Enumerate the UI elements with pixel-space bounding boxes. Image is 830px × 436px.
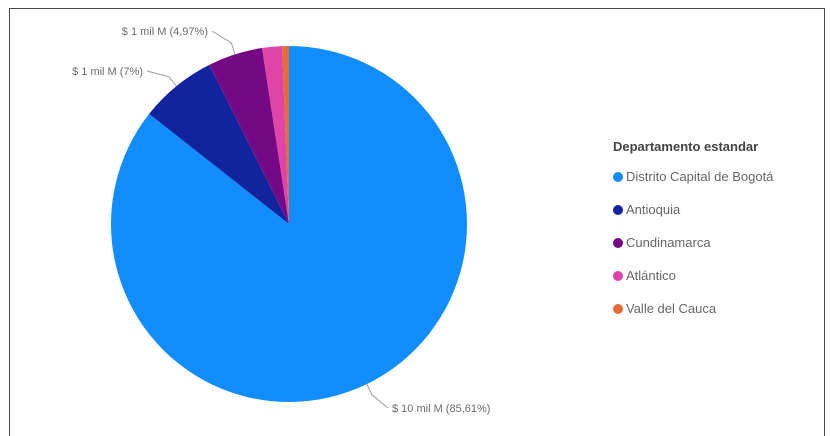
chart-frame: $ 10 mil M (85,61%) $ 1 mil M (7%) $ 1 mil…: [9, 8, 825, 436]
leader-line: [146, 70, 177, 87]
leader-line: [211, 30, 236, 55]
pie-slice[interactable]: [149, 64, 289, 224]
legend-label: Atlántico: [626, 268, 676, 283]
leader-line: [366, 383, 389, 409]
legend-item-cundinamarca[interactable]: Cundinamarca: [613, 226, 773, 259]
data-label: $ 1 mil M (4,97%): [122, 26, 208, 38]
legend-label: Valle del Cauca: [626, 301, 717, 316]
legend-title: Departamento estandar: [613, 139, 759, 154]
legend-marker: [613, 303, 623, 314]
legend-label: Antioquia: [626, 202, 681, 217]
legend-item-antioquia[interactable]: Antioquia: [613, 193, 773, 226]
legend-label: Cundinamarca: [626, 235, 711, 250]
data-label: $ 1 mil M (7%): [72, 66, 143, 78]
legend-label: Distrito Capital de Bogotá: [626, 169, 774, 184]
legend-item-valle-del-cauca[interactable]: Valle del Cauca: [613, 292, 773, 325]
legend-marker: [613, 171, 623, 182]
pie-slice[interactable]: [282, 46, 289, 224]
pie-slice[interactable]: [262, 46, 289, 225]
legend-marker: [613, 270, 623, 281]
pie-slices: [111, 46, 467, 402]
pie-chart: $ 10 mil M (85,61%) $ 1 mil M (7%) $ 1 mil…: [72, 26, 490, 415]
data-labels: $ 10 mil M (85,61%) $ 1 mil M (7%) $ 1 mil…: [72, 26, 490, 415]
legend-item-atlantico[interactable]: Atlántico: [613, 259, 773, 292]
legend: Departamento estandar Distrito Capital d…: [613, 139, 773, 325]
legend-marker: [613, 204, 623, 215]
legend-marker: [613, 237, 623, 248]
data-label: $ 10 mil M (85,61%): [392, 403, 490, 415]
leader-lines: [146, 30, 389, 409]
legend-item-distrito-capital[interactable]: Distrito Capital de Bogotá: [613, 160, 773, 193]
pie-slice[interactable]: [209, 48, 289, 225]
